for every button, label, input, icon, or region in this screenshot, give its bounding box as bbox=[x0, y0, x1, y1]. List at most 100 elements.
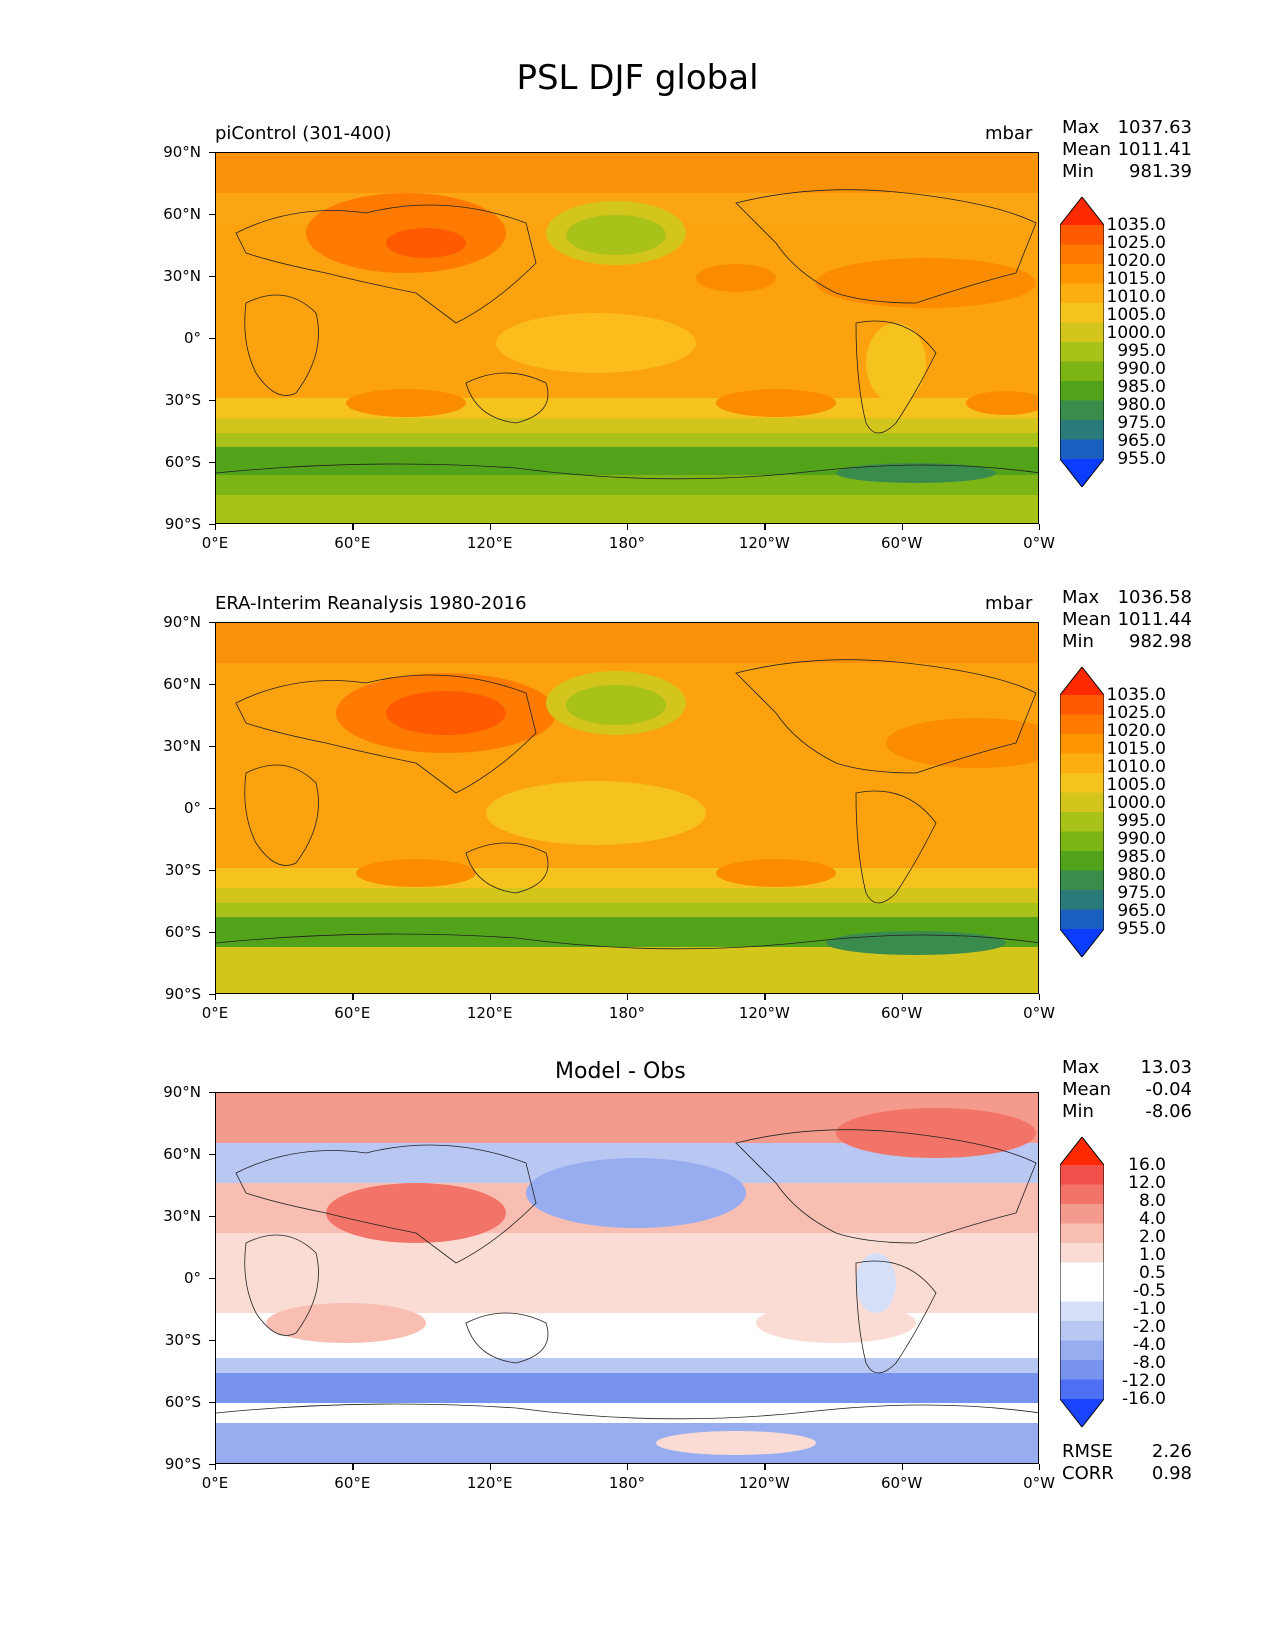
lon-tick-label: 120°E bbox=[466, 1474, 513, 1492]
colorbar-label: 1020.0 bbox=[1106, 721, 1166, 741]
colorbar-segment bbox=[1060, 439, 1104, 460]
stats-block: Max 1036.58 Mean 1011.44 Min 982.98 bbox=[1062, 587, 1192, 653]
colorbar-label: -8.0 bbox=[1132, 1353, 1166, 1373]
map-plot bbox=[215, 622, 1039, 994]
colorbar-segment bbox=[1060, 225, 1104, 245]
colorbar bbox=[1060, 197, 1104, 487]
lat-tick-mark bbox=[209, 400, 215, 402]
colorbar-label: 955.0 bbox=[1117, 919, 1166, 939]
lat-tick-mark bbox=[209, 1402, 215, 1404]
colorbar-segment bbox=[1060, 734, 1104, 754]
colorbar-label: 16.0 bbox=[1128, 1155, 1166, 1175]
stat-max: Max 1037.63 bbox=[1062, 117, 1192, 138]
lon-tick-label: 60°E bbox=[334, 1474, 371, 1492]
colorbar-label: 1010.0 bbox=[1106, 757, 1166, 777]
colorbar-segment bbox=[1060, 303, 1104, 323]
colorbar-segment bbox=[1060, 812, 1104, 832]
lon-tick-label: 0°W bbox=[1023, 534, 1055, 552]
lon-tick-label: 0°W bbox=[1023, 1474, 1055, 1492]
panel-title-left: piControl (301-400) bbox=[215, 123, 392, 144]
lon-tick-mark bbox=[901, 994, 904, 1000]
lat-tick-mark bbox=[209, 524, 215, 526]
colorbar-label: -16.0 bbox=[1122, 1389, 1166, 1409]
colorbar-label: 1025.0 bbox=[1106, 703, 1166, 723]
lon-tick-label: 180° bbox=[608, 1474, 646, 1492]
lon-tick-mark bbox=[215, 994, 217, 1000]
colorbar-label: 995.0 bbox=[1117, 341, 1166, 361]
colorbar-label: 1015.0 bbox=[1106, 269, 1166, 289]
lat-tick-label: 60°S bbox=[164, 1393, 201, 1411]
lat-tick-mark bbox=[209, 152, 215, 154]
lon-tick-label: 120°W bbox=[738, 534, 790, 552]
colorbar-label: 965.0 bbox=[1117, 901, 1166, 921]
lat-tick-mark bbox=[209, 276, 215, 278]
colorbar-segment bbox=[1060, 400, 1104, 421]
figure-title: PSL DJF global bbox=[516, 58, 759, 98]
lat-tick-mark bbox=[209, 994, 215, 996]
colorbar-label: -12.0 bbox=[1122, 1371, 1166, 1391]
colorbar-extend-top bbox=[1060, 667, 1104, 695]
lon-tick-mark bbox=[901, 524, 904, 530]
colorbar-segment bbox=[1060, 244, 1104, 265]
panel-title-left: ERA-Interim Reanalysis 1980-2016 bbox=[215, 593, 527, 614]
colorbar-extend-top bbox=[1060, 1137, 1104, 1165]
colorbar-segment bbox=[1060, 851, 1104, 871]
lon-tick-label: 120°E bbox=[466, 1004, 513, 1022]
colorbar-segment bbox=[1060, 1321, 1104, 1341]
colorbar-label: 990.0 bbox=[1117, 829, 1166, 849]
lon-tick-mark bbox=[627, 994, 629, 1000]
colorbar-segment bbox=[1060, 1360, 1104, 1380]
map-plot bbox=[215, 1092, 1039, 1464]
colorbar-segment bbox=[1060, 909, 1104, 930]
stat-max: Max 1036.58 bbox=[1062, 587, 1192, 608]
lat-tick-label: 30°N bbox=[163, 737, 201, 755]
lat-tick-mark bbox=[209, 338, 215, 340]
colorbar-label: 975.0 bbox=[1117, 413, 1166, 433]
lat-tick-mark bbox=[209, 462, 215, 464]
lat-tick-label: 0° bbox=[183, 1269, 201, 1287]
colorbar-label: 4.0 bbox=[1138, 1209, 1166, 1229]
colorbar-segment bbox=[1060, 1243, 1104, 1263]
lat-tick-mark bbox=[209, 622, 215, 624]
lon-tick-label: 0°W bbox=[1023, 1004, 1055, 1022]
lon-tick-mark bbox=[352, 524, 354, 530]
lat-tick-label: 30°N bbox=[163, 1207, 201, 1225]
colorbar-label: 1010.0 bbox=[1106, 287, 1166, 307]
lat-tick-label: 60°S bbox=[164, 923, 201, 941]
colorbar-extend-bottom bbox=[1060, 929, 1104, 957]
colorbar-segment bbox=[1060, 1340, 1104, 1361]
lon-tick-mark bbox=[489, 994, 492, 1000]
lat-tick-mark bbox=[209, 1154, 215, 1156]
lon-tick-mark bbox=[1039, 994, 1041, 1000]
stat-mean: Mean -0.04 bbox=[1062, 1079, 1192, 1100]
colorbar-segment bbox=[1060, 322, 1104, 343]
error-stats-block: RMSE 2.26 CORR 0.98 bbox=[1062, 1441, 1192, 1485]
lon-tick-label: 60°W bbox=[880, 1004, 923, 1022]
stat-min: Min 981.39 bbox=[1062, 161, 1192, 182]
lat-tick-label: 60°S bbox=[164, 453, 201, 471]
colorbar-label: 1005.0 bbox=[1106, 305, 1166, 325]
colorbar-segment bbox=[1060, 420, 1104, 440]
colorbar-segment bbox=[1060, 264, 1104, 284]
colorbar-extend-bottom bbox=[1060, 459, 1104, 487]
stat-rmse: RMSE 2.26 bbox=[1062, 1441, 1192, 1462]
lon-tick-label: 120°E bbox=[466, 534, 513, 552]
colorbar-segment bbox=[1060, 1223, 1104, 1244]
colorbar-segment bbox=[1060, 1204, 1104, 1224]
lat-tick-label: 30°N bbox=[163, 267, 201, 285]
lon-tick-label: 60°W bbox=[880, 1474, 923, 1492]
colorbar-label: 0.5 bbox=[1138, 1263, 1166, 1283]
lon-tick-mark bbox=[489, 524, 492, 530]
colorbar-label: 995.0 bbox=[1117, 811, 1166, 831]
colorbar-segment bbox=[1060, 714, 1104, 735]
stat-mean: Mean 1011.41 bbox=[1062, 139, 1192, 160]
colorbar-label: 990.0 bbox=[1117, 359, 1166, 379]
colorbar-segment bbox=[1060, 1165, 1104, 1185]
colorbar-label: -1.0 bbox=[1132, 1299, 1166, 1319]
lon-tick-mark bbox=[764, 524, 766, 530]
colorbar-segment bbox=[1060, 870, 1104, 891]
lon-tick-mark bbox=[489, 1464, 492, 1470]
colorbar-label: 955.0 bbox=[1117, 449, 1166, 469]
colorbar-segment bbox=[1060, 1379, 1104, 1400]
colorbar-segment bbox=[1060, 361, 1104, 382]
